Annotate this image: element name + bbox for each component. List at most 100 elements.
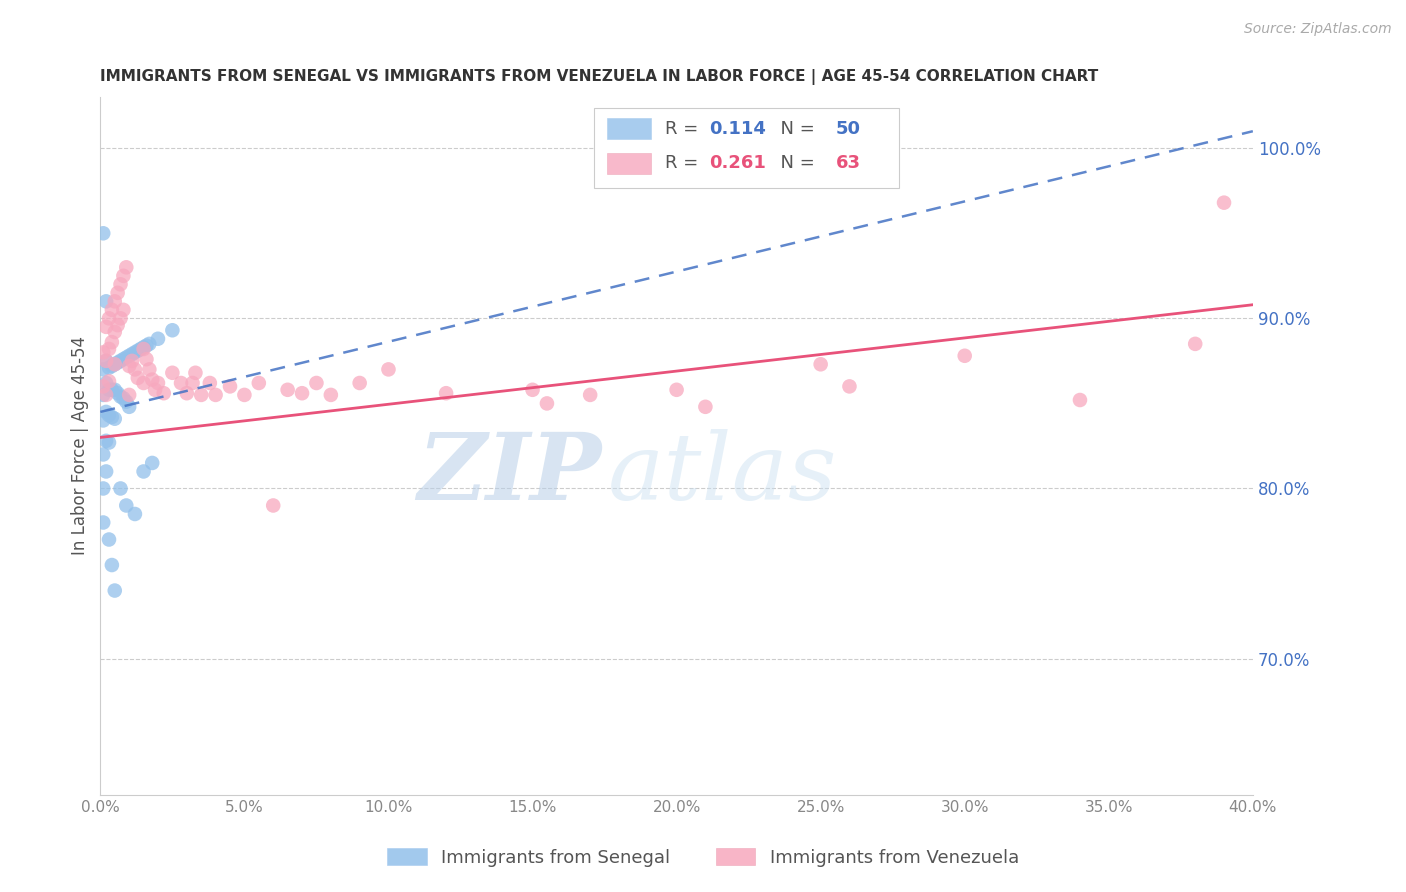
Point	[104, 325, 127, 339]
Point	[184, 366, 207, 380]
Point	[162, 323, 184, 337]
Point	[118, 359, 141, 373]
Point	[115, 499, 138, 513]
Point	[121, 354, 143, 368]
Point	[127, 343, 149, 358]
Point	[170, 376, 193, 390]
Point	[135, 338, 157, 352]
Point	[162, 366, 184, 380]
Text: atlas: atlas	[607, 429, 837, 519]
Point	[104, 583, 127, 598]
Point	[141, 456, 163, 470]
Point	[94, 376, 117, 390]
Point	[91, 227, 114, 241]
Point	[110, 354, 132, 368]
Text: Source: ZipAtlas.com: Source: ZipAtlas.com	[1244, 22, 1392, 37]
Point	[94, 465, 117, 479]
Point	[94, 294, 117, 309]
Point	[98, 360, 121, 375]
Point	[127, 371, 149, 385]
FancyBboxPatch shape	[593, 108, 898, 188]
Point	[101, 558, 124, 572]
Point	[98, 409, 121, 423]
Point	[91, 379, 114, 393]
Point	[91, 388, 114, 402]
Point	[110, 277, 132, 292]
Text: 0.261: 0.261	[709, 154, 766, 172]
Point	[91, 345, 114, 359]
Point	[94, 319, 117, 334]
Point	[219, 379, 242, 393]
Text: 63: 63	[835, 154, 860, 172]
Point	[104, 411, 127, 425]
FancyBboxPatch shape	[607, 118, 651, 139]
Point	[132, 342, 155, 356]
Point	[262, 499, 284, 513]
Point	[143, 383, 166, 397]
FancyBboxPatch shape	[607, 153, 651, 174]
Point	[349, 376, 371, 390]
Point	[91, 362, 114, 376]
Point	[132, 340, 155, 354]
Point	[1069, 392, 1091, 407]
Point	[124, 507, 146, 521]
Point	[152, 386, 174, 401]
Point	[98, 435, 121, 450]
Legend: Immigrants from Senegal, Immigrants from Venezuela: Immigrants from Senegal, Immigrants from…	[380, 841, 1026, 874]
Point	[94, 354, 117, 368]
Point	[665, 383, 688, 397]
Point	[277, 383, 299, 397]
Text: IMMIGRANTS FROM SENEGAL VS IMMIGRANTS FROM VENEZUELA IN LABOR FORCE | AGE 45-54 : IMMIGRANTS FROM SENEGAL VS IMMIGRANTS FR…	[100, 69, 1098, 85]
Point	[377, 362, 399, 376]
Point	[204, 388, 226, 402]
Point	[94, 434, 117, 448]
Point	[107, 386, 129, 401]
Point	[305, 376, 328, 390]
Point	[94, 388, 117, 402]
Point	[135, 352, 157, 367]
Point	[124, 345, 146, 359]
Point	[953, 349, 976, 363]
Point	[198, 376, 221, 390]
Point	[132, 376, 155, 390]
Point	[98, 311, 121, 326]
Point	[115, 351, 138, 365]
Point	[94, 354, 117, 368]
Point	[129, 342, 152, 356]
Text: R =: R =	[665, 120, 704, 137]
Text: N =: N =	[769, 154, 820, 172]
Point	[141, 373, 163, 387]
Point	[98, 383, 121, 397]
Point	[101, 359, 124, 373]
Point	[233, 388, 256, 402]
Point	[434, 386, 457, 401]
Point	[146, 332, 169, 346]
Point	[115, 394, 138, 409]
Point	[138, 362, 160, 376]
Point	[132, 465, 155, 479]
Point	[98, 533, 121, 547]
Text: N =: N =	[769, 120, 820, 137]
Point	[112, 352, 135, 367]
Text: 50: 50	[835, 120, 860, 137]
Point	[104, 357, 127, 371]
Point	[138, 337, 160, 351]
Point	[695, 400, 717, 414]
Point	[112, 302, 135, 317]
Point	[101, 410, 124, 425]
Point	[91, 447, 114, 461]
Point	[121, 347, 143, 361]
Point	[110, 390, 132, 404]
Point	[190, 388, 212, 402]
Text: ZIP: ZIP	[418, 429, 602, 519]
Point	[536, 396, 558, 410]
Point	[104, 294, 127, 309]
Point	[112, 268, 135, 283]
Point	[110, 311, 132, 326]
Point	[104, 357, 127, 371]
Point	[579, 388, 602, 402]
Point	[146, 376, 169, 390]
Text: R =: R =	[665, 154, 704, 172]
Point	[101, 302, 124, 317]
Y-axis label: In Labor Force | Age 45-54: In Labor Force | Age 45-54	[72, 336, 89, 556]
